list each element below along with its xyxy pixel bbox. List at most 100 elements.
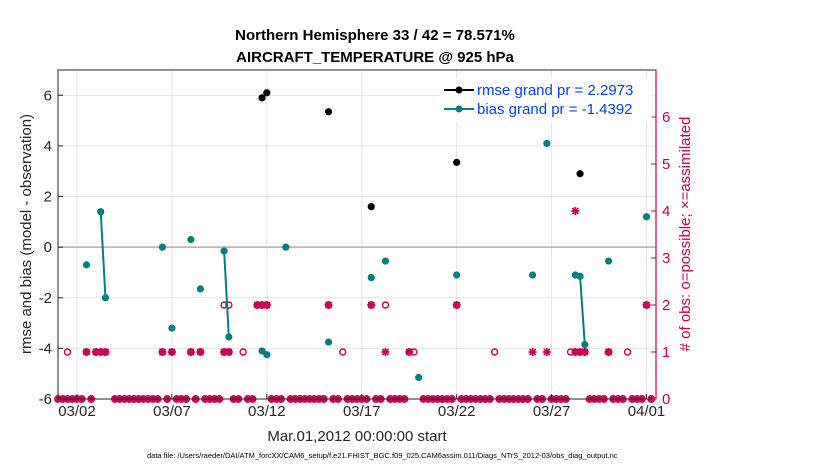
y-right-tick-label: 1	[662, 344, 670, 361]
rmse-point	[324, 108, 333, 116]
y-left-tick-label: 6	[44, 87, 52, 104]
y-left-tick-label: -4	[39, 340, 52, 357]
y-right-tick-label: 6	[662, 109, 670, 126]
obs-assimilated-marker	[101, 348, 110, 356]
obs-assimilated-marker	[262, 301, 271, 309]
obs-possible-marker	[63, 348, 72, 356]
x-tick-label: 03/17	[343, 403, 381, 420]
x-tick-label: 03/07	[153, 403, 191, 420]
legend: rmse grand pr = 2.2973 bias grand pr = -…	[440, 78, 652, 122]
obs-possible-marker	[490, 348, 499, 356]
x-tick-label: 03/22	[438, 403, 476, 420]
obs-possible-marker	[225, 301, 233, 309]
obs-possible-marker	[239, 348, 247, 356]
rmse-point	[258, 94, 266, 102]
obs-possible-marker	[381, 301, 390, 309]
bias-point	[225, 333, 233, 341]
bias-point	[381, 257, 390, 265]
y-left-tick-label: 0	[44, 239, 52, 256]
obs-assimilated-marker	[528, 348, 537, 356]
rmse-point	[453, 158, 461, 166]
y-axis-label-right: # of obs: o=possible; ×=assimilated	[677, 117, 694, 352]
bias-point	[543, 139, 551, 147]
y-right-tick-label: 0	[662, 391, 670, 408]
bias-point	[168, 324, 176, 332]
obs-assimilated-marker	[158, 348, 167, 356]
rmse-point	[576, 170, 584, 178]
bias-point	[158, 243, 167, 251]
x-tick-label: 03/02	[58, 403, 96, 420]
bias-point	[581, 340, 589, 349]
obs-assimilated-marker	[580, 348, 589, 356]
x-tick-label: 03/27	[533, 403, 571, 420]
obs-assimilated-marker	[82, 348, 91, 356]
obs-assimilated-marker	[220, 348, 229, 356]
obs-assimilated-marker	[576, 348, 585, 356]
bias-line-segment	[579, 276, 586, 345]
y-left-tick-label: 4	[44, 138, 52, 155]
x-tick-label: 04/01	[628, 403, 666, 420]
obs-assimilated-marker	[642, 301, 651, 309]
y-axis-label-left: rmse and bias (model - observation)	[18, 114, 35, 354]
obs-assimilated-marker	[91, 348, 100, 356]
bias-point	[453, 271, 461, 279]
bias-point	[367, 273, 375, 282]
obs-possible-marker	[623, 348, 632, 356]
x-axis-label: Mar.01,2012 00:00:00 start	[267, 428, 447, 445]
bias-line-segment	[223, 250, 230, 338]
y-right-tick-label: 4	[662, 203, 670, 220]
legend-bias-label: bias grand pr = -1.4392	[477, 101, 633, 118]
obs-assimilated-marker	[381, 348, 390, 356]
obs-assimilated-marker	[452, 301, 461, 309]
bias-line-segment	[99, 211, 107, 298]
y-right-tick-label: 5	[662, 156, 670, 173]
bias-point	[576, 272, 584, 280]
bias-point	[282, 243, 290, 251]
axis-layer: 03/02 03/07 03/12 03/17 03/22 03/27 04/01 -6 -4 -…	[39, 70, 670, 420]
bias-point	[220, 247, 228, 255]
bias-point	[82, 261, 91, 269]
data-file-footnote: data file: /Users/raeder/DAI/ATM_forcXX/…	[147, 451, 618, 460]
rmse-point	[263, 89, 271, 97]
bias-point	[415, 373, 423, 382]
bias-point	[263, 351, 271, 359]
obs-assimilated-marker	[324, 301, 333, 309]
chart-title-line2: AIRCRAFT_TEMPERATURE @ 925 hPa	[236, 49, 514, 66]
y-left-tick-label: -2	[39, 290, 52, 307]
obs-assimilated-marker	[571, 348, 580, 356]
y-left-tick-label: 2	[44, 189, 52, 206]
obs-assimilated-marker	[167, 348, 176, 356]
legend-rmse-marker	[455, 86, 463, 94]
legend-bias-marker	[455, 105, 463, 113]
obs-assimilated-marker	[571, 207, 580, 215]
bias-point	[97, 208, 105, 216]
bias-point	[324, 338, 333, 346]
bias-point	[187, 235, 195, 244]
y-left-tick-label: -6	[39, 391, 52, 408]
obs-assimilated-marker	[604, 348, 613, 356]
bias-point	[529, 271, 537, 279]
legend-box	[440, 78, 652, 122]
obs-assimilated-marker	[224, 348, 233, 356]
obs-assimilated-marker	[542, 348, 551, 356]
y-right-tick-label: 2	[662, 297, 670, 314]
bias-point	[604, 257, 613, 265]
legend-rmse-label: rmse grand pr = 2.2973	[477, 82, 633, 99]
chart-title-line1: Northern Hemisphere 33 / 42 = 78.571%	[235, 27, 515, 44]
bias-point	[101, 294, 110, 302]
obs-assimilated-marker	[186, 348, 195, 356]
obs-assimilated-marker	[253, 301, 262, 309]
rmse-point	[367, 203, 375, 211]
obs-assimilated-marker	[196, 348, 205, 356]
obs-assimilated-marker	[96, 348, 105, 356]
bias-point	[196, 285, 204, 293]
obs-assimilated-marker	[405, 348, 414, 356]
obs-assimilated-marker	[367, 301, 376, 309]
y-right-tick-label: 3	[662, 250, 670, 267]
obs-assimilated-marker	[258, 301, 267, 309]
obs-possible-marker	[339, 348, 347, 356]
plot-area	[58, 70, 656, 399]
bias-point	[642, 213, 651, 221]
x-tick-label: 03/12	[248, 403, 286, 420]
